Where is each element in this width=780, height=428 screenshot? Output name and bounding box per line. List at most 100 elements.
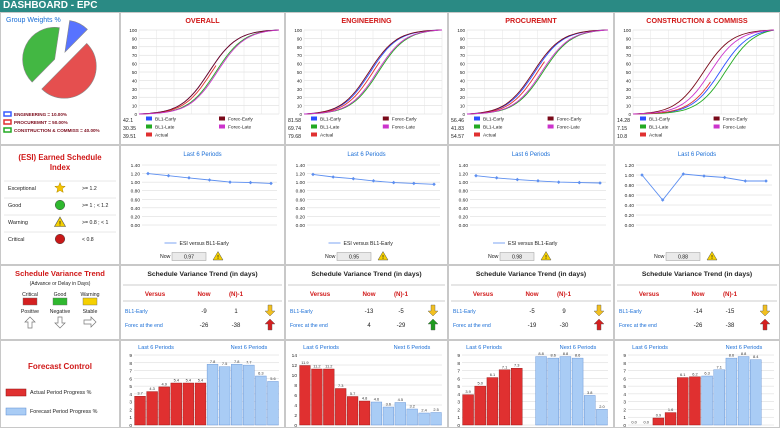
forecast-bar bbox=[596, 409, 608, 426]
scurve-value: 10.8 bbox=[617, 134, 627, 140]
esi-point bbox=[311, 172, 315, 177]
esi-point bbox=[722, 175, 727, 180]
panel-border bbox=[120, 145, 285, 265]
actual-bar bbox=[511, 368, 523, 426]
y-tick-label: 80 bbox=[460, 45, 466, 50]
down-arrow-icon bbox=[427, 304, 439, 317]
forecast-bar bbox=[584, 395, 596, 426]
sv-row-label: BL1-Early bbox=[453, 309, 476, 315]
legend-swatch bbox=[713, 116, 720, 121]
y-tick-label: 1.20 bbox=[296, 172, 306, 178]
panel-border bbox=[0, 265, 120, 340]
now-label: Now bbox=[488, 254, 499, 260]
forecast-bar bbox=[231, 364, 243, 426]
actual-bar bbox=[358, 400, 371, 426]
y-tick-label: 30 bbox=[460, 87, 466, 92]
y-tick-label: 1 bbox=[623, 415, 626, 421]
scurve-value: 41.83 bbox=[451, 126, 464, 132]
y-tick-label: 20 bbox=[460, 95, 466, 100]
actual-bar bbox=[652, 417, 665, 426]
esi-level-name: Exceptional bbox=[8, 186, 36, 192]
y-tick-label: 20 bbox=[626, 95, 632, 100]
weights-title: Group Weights % bbox=[6, 17, 61, 24]
actual-bar bbox=[158, 386, 170, 426]
bar-data-label: 8.4 bbox=[753, 354, 759, 359]
scurve-series bbox=[138, 29, 280, 115]
bar-data-label: 6.3 bbox=[704, 371, 709, 376]
scurve-series bbox=[138, 29, 280, 115]
forecast-bar bbox=[394, 402, 406, 426]
forecast-bar bbox=[418, 412, 430, 426]
y-tick-label: 30 bbox=[132, 87, 138, 92]
now-value: 0.88 bbox=[678, 255, 688, 261]
esi-point bbox=[577, 180, 582, 185]
bar-data-label: 4.9 bbox=[161, 381, 166, 386]
esi-level-rule: >= 1.2 bbox=[82, 186, 97, 192]
actual-bar bbox=[689, 376, 701, 426]
down-arrow-icon bbox=[54, 316, 66, 329]
y-tick-label: 100 bbox=[129, 28, 137, 33]
sv-prev-value: -30 bbox=[560, 323, 569, 329]
sv-now-value: -26 bbox=[694, 323, 703, 329]
esi-level-rule: >= 1 ; < 1.2 bbox=[82, 203, 109, 209]
scurve-legend-label: BL1-Late bbox=[483, 125, 503, 131]
pie-slice bbox=[41, 43, 97, 99]
legend-swatch bbox=[547, 124, 554, 129]
y-tick-label: 40 bbox=[626, 78, 632, 83]
scurve-value: 81.58 bbox=[288, 118, 301, 124]
y-tick-label: 30 bbox=[626, 87, 632, 92]
y-tick-label: 6 bbox=[294, 393, 297, 399]
scurve-legend-label: Actual bbox=[155, 133, 168, 139]
y-tick-label: 90 bbox=[132, 36, 138, 41]
forecast-bar bbox=[713, 369, 725, 426]
esi-point bbox=[228, 180, 232, 184]
y-tick-label: 1.00 bbox=[625, 173, 635, 179]
bar-data-label: 11.2 bbox=[325, 364, 332, 369]
sv-prev-value: -38 bbox=[726, 323, 735, 329]
sv-color-swatch bbox=[22, 297, 38, 306]
panel-border bbox=[285, 145, 448, 265]
y-tick-label: 0.60 bbox=[459, 197, 469, 203]
esi-point bbox=[764, 179, 768, 183]
esi-point bbox=[166, 173, 171, 178]
actual-bar bbox=[323, 368, 335, 426]
y-tick-label: 0 bbox=[462, 112, 465, 117]
y-tick-label: 4 bbox=[294, 403, 297, 409]
scurve-legend-label: BL1-Late bbox=[155, 125, 175, 131]
sv-prev-value: 1 bbox=[234, 309, 238, 315]
scurve-title: ENGINEERING bbox=[341, 16, 392, 25]
y-tick-label: 20 bbox=[132, 95, 138, 100]
legend-swatch bbox=[382, 124, 389, 129]
scurve-title: PROCUREMNT bbox=[505, 16, 557, 25]
scurve-series bbox=[466, 29, 609, 115]
y-tick-label: 1.40 bbox=[296, 163, 306, 169]
bar-data-label: 6.2 bbox=[692, 371, 697, 376]
bar-data-label: 7.8 bbox=[234, 359, 239, 364]
y-tick-label: 1 bbox=[129, 415, 132, 421]
actual-bar bbox=[194, 382, 207, 426]
esi-point bbox=[556, 180, 561, 184]
bar-data-label: 2.5 bbox=[433, 407, 438, 412]
scurve-legend-label: BL1-Late bbox=[649, 125, 669, 131]
legend-swatch bbox=[640, 132, 646, 137]
y-tick-label: 0.20 bbox=[459, 214, 469, 220]
y-tick-label: 0.40 bbox=[459, 206, 469, 212]
y-tick-label: 8 bbox=[457, 361, 460, 367]
right-arrow-icon bbox=[83, 316, 97, 328]
legend-swatch bbox=[219, 124, 225, 129]
scurve-legend-label: Forec-Late bbox=[723, 125, 747, 131]
down-arrow-icon bbox=[264, 304, 276, 317]
y-tick-label: 8 bbox=[623, 361, 626, 367]
esi-point bbox=[640, 173, 644, 177]
forecast-bar bbox=[725, 357, 738, 426]
y-tick-label: 50 bbox=[297, 70, 303, 75]
sv-table-title: Schedule Variance Trend (in days) bbox=[147, 271, 257, 278]
forecast-bar bbox=[750, 359, 762, 426]
scurve-legend-label: Actual bbox=[649, 133, 662, 139]
bar-data-label: 6.1 bbox=[680, 372, 685, 377]
sv-column-name: Critical bbox=[22, 292, 38, 298]
forecast-bar bbox=[218, 366, 231, 426]
sv-header: Now bbox=[525, 291, 538, 298]
esi-point bbox=[351, 176, 356, 181]
panel-border bbox=[448, 145, 614, 265]
